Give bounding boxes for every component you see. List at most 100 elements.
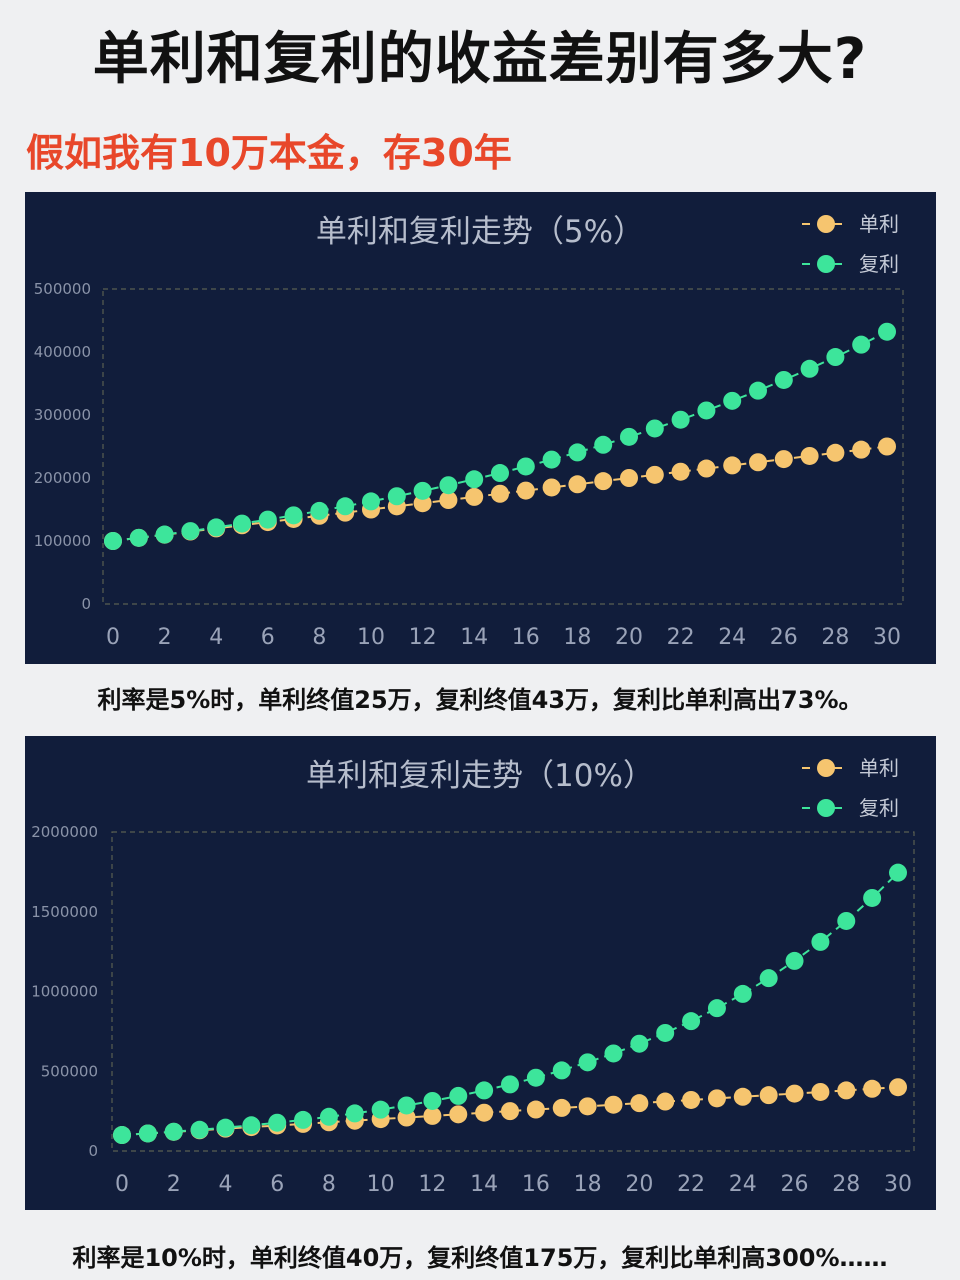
data-point — [645, 419, 664, 438]
data-point — [181, 522, 200, 541]
caption-5pct: 利率是5%时，单利终值25万，复利终值43万，复利比单利高出73%。 — [97, 686, 863, 714]
data-point — [774, 370, 793, 389]
chart-panel-5pct: 单利和复利走势（5%） 0 100000 200000 300000 400000 5000… — [25, 192, 936, 664]
data-point — [889, 863, 907, 882]
data-point — [826, 443, 845, 462]
chart-10pct: 单利和复利走势（10%） 0 500000 1000000 1500000 2000000… — [31, 756, 915, 1197]
x-tick-label: 18 — [563, 625, 591, 650]
chart-panel-10pct: 单利和复利走势（10%） 0 500000 1000000 1500000 2000000… — [25, 736, 936, 1210]
x-tick-label: 12 — [418, 1172, 446, 1197]
series-compound — [104, 322, 896, 550]
data-point — [413, 481, 432, 500]
data-point — [475, 1081, 494, 1100]
data-point — [465, 487, 484, 506]
x-tick-label: 22 — [667, 625, 695, 650]
data-point — [852, 440, 871, 459]
data-point — [516, 481, 535, 500]
data-point — [811, 932, 830, 951]
legend-marker — [817, 215, 835, 233]
data-point — [863, 888, 882, 907]
data-point — [837, 1081, 856, 1100]
x-tick-label: 4 — [218, 1172, 232, 1197]
data-point — [465, 470, 484, 489]
legend-label: 单利 — [859, 212, 899, 236]
data-point — [526, 1100, 545, 1119]
y-tick-label: 500000 — [34, 280, 91, 298]
data-point — [233, 514, 251, 533]
data-point — [568, 443, 587, 462]
data-point — [604, 1044, 623, 1063]
data-point — [423, 1106, 442, 1125]
data-point — [397, 1096, 416, 1115]
page-title: 单利和复利的收益差别有多大? — [92, 27, 868, 92]
data-point — [759, 1086, 778, 1105]
data-point — [310, 501, 329, 520]
legend-item-compound: 复利 — [802, 252, 899, 276]
data-point — [785, 951, 804, 970]
y-tick-label: 400000 — [34, 343, 91, 361]
data-point — [878, 322, 896, 341]
data-point — [491, 464, 509, 483]
y-tick-label: 0 — [81, 595, 91, 613]
data-point — [811, 1082, 830, 1101]
data-point — [449, 1086, 468, 1105]
data-point — [671, 410, 690, 429]
data-point — [645, 465, 664, 484]
data-point — [138, 1124, 157, 1143]
caption-10pct: 利率是10%时，单利终值40万，复利终值175万，复利比单利高300%…… — [72, 1244, 888, 1272]
series-line — [121, 871, 899, 1137]
x-tick-label: 30 — [884, 1172, 912, 1197]
data-point — [526, 1068, 545, 1087]
data-point — [620, 427, 638, 446]
data-point — [190, 1120, 209, 1139]
y-tick-label: 1000000 — [31, 983, 98, 1001]
data-point — [164, 1122, 183, 1141]
data-point — [723, 456, 742, 475]
series-compound — [113, 863, 907, 1145]
data-point — [542, 478, 561, 497]
y-tick-label: 1500000 — [31, 903, 98, 921]
data-point — [749, 453, 767, 472]
x-tick-label: 0 — [106, 625, 120, 650]
x-tick-label: 14 — [460, 625, 488, 650]
chart-5pct: 单利和复利走势（5%） 0 100000 200000 300000 400000 5000… — [34, 212, 904, 650]
data-point — [630, 1034, 649, 1053]
data-point — [707, 1089, 726, 1108]
data-point — [216, 1118, 235, 1137]
data-point — [800, 446, 819, 465]
data-point — [682, 1012, 701, 1031]
data-point — [516, 457, 535, 476]
data-point — [759, 969, 778, 988]
data-point — [826, 348, 845, 367]
x-tick-label: 8 — [312, 625, 326, 650]
x-tick-label: 28 — [821, 625, 849, 650]
data-point — [578, 1097, 597, 1116]
data-point — [552, 1098, 571, 1117]
legend-item-simple: 单利 — [802, 212, 899, 236]
x-tick-label: 2 — [158, 625, 172, 650]
data-point — [207, 518, 226, 537]
data-point — [697, 401, 716, 420]
data-point — [878, 437, 896, 456]
data-point — [413, 494, 432, 513]
data-point — [594, 435, 613, 454]
data-point — [733, 984, 752, 1003]
x-tick-label: 22 — [677, 1172, 705, 1197]
data-point — [258, 510, 277, 529]
data-point — [491, 484, 509, 503]
data-point — [671, 462, 690, 481]
data-point — [449, 1105, 468, 1124]
legend-marker — [817, 799, 835, 817]
data-point — [682, 1090, 701, 1109]
data-point — [155, 525, 174, 544]
y-tick-label: 300000 — [34, 406, 91, 424]
data-point — [837, 911, 856, 930]
y-tick-label: 2000000 — [31, 823, 98, 841]
x-tick-label: 24 — [729, 1172, 757, 1197]
data-point — [863, 1079, 882, 1098]
data-point — [774, 450, 793, 469]
data-point — [785, 1084, 804, 1103]
x-tick-label: 26 — [770, 625, 798, 650]
data-point — [129, 528, 148, 547]
data-point — [371, 1100, 390, 1119]
